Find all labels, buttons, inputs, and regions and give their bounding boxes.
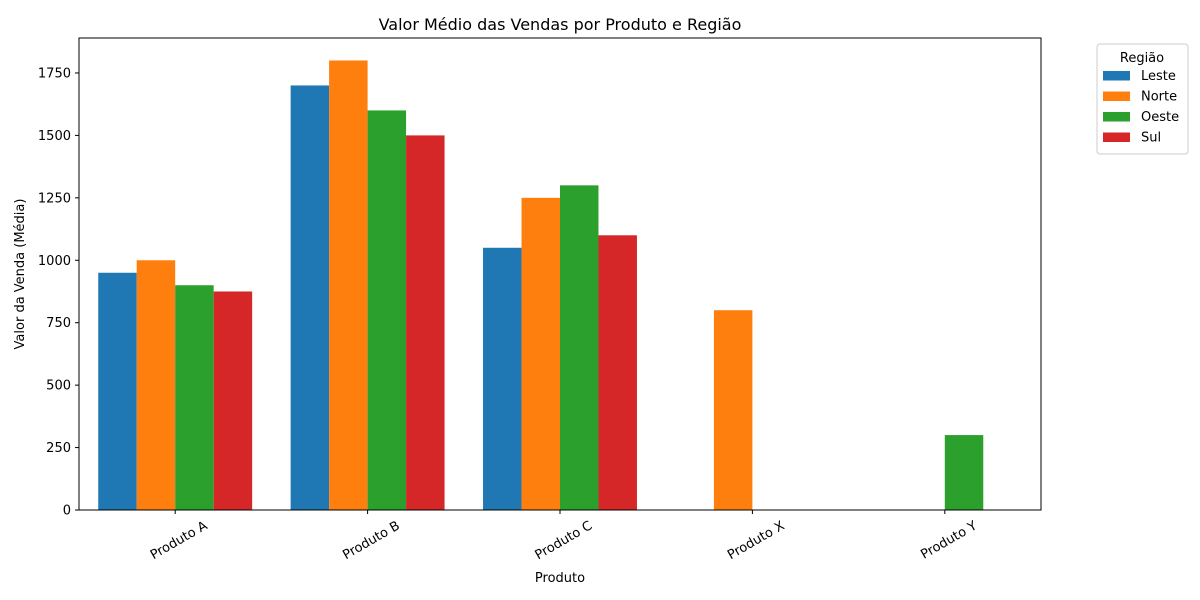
bars-group [98, 60, 984, 510]
bar-sul-3 [598, 235, 637, 510]
y-tick-label: 1750 [38, 66, 71, 81]
bar-norte-3 [521, 197, 560, 510]
x-tick-label: Produto C [533, 518, 595, 563]
chart-title: Valor Médio das Vendas por Produto e Reg… [379, 15, 742, 34]
y-tick-label: 1250 [38, 191, 71, 206]
bar-oeste-2 [367, 110, 407, 510]
legend: Região Leste Norte Oeste Sul [1096, 43, 1189, 155]
legend-swatch-sul [1103, 132, 1130, 142]
bar-oeste-3 [560, 185, 599, 510]
y-tick-label: 250 [46, 441, 71, 456]
y-axis-label: Valor da Venda (Média) [13, 199, 28, 350]
bar-leste-1 [98, 272, 137, 510]
y-tick-label: 500 [46, 379, 71, 394]
x-tick-label: Produto Y [918, 518, 979, 562]
bar-leste-2 [290, 85, 330, 510]
bar-norte-2 [329, 60, 368, 510]
legend-swatch-oeste [1103, 112, 1130, 122]
legend-label-sul: Sul [1141, 131, 1161, 146]
y-axis: 0 250 500 750 1000 1250 1500 1750 [38, 66, 79, 519]
y-tick-label: 1500 [38, 129, 71, 144]
bar-sul-2 [406, 135, 445, 510]
bar-norte-4 [713, 310, 753, 510]
bar-oeste-5 [944, 435, 984, 510]
y-tick-label: 1000 [38, 254, 71, 269]
legend-title: Região [1120, 51, 1164, 66]
legend-label-oeste: Oeste [1141, 110, 1179, 125]
x-tick-label: Produto B [340, 518, 402, 563]
x-tick-label: Produto A [148, 518, 210, 563]
y-tick-label: 0 [63, 504, 71, 519]
legend-label-norte: Norte [1141, 90, 1177, 105]
bar-sul-1 [213, 291, 253, 510]
y-tick-label: 750 [46, 316, 71, 331]
bar-oeste-1 [175, 285, 214, 510]
x-axis: Produto A Produto B Produto C Produto X Prod… [148, 510, 980, 563]
legend-swatch-norte [1103, 91, 1130, 101]
legend-label-leste: Leste [1141, 69, 1176, 84]
x-axis-label: Produto [535, 571, 585, 586]
bar-norte-1 [136, 260, 176, 510]
legend-swatch-leste [1103, 71, 1130, 81]
x-tick-label: Produto X [725, 518, 787, 563]
bar-leste-3 [483, 247, 522, 510]
